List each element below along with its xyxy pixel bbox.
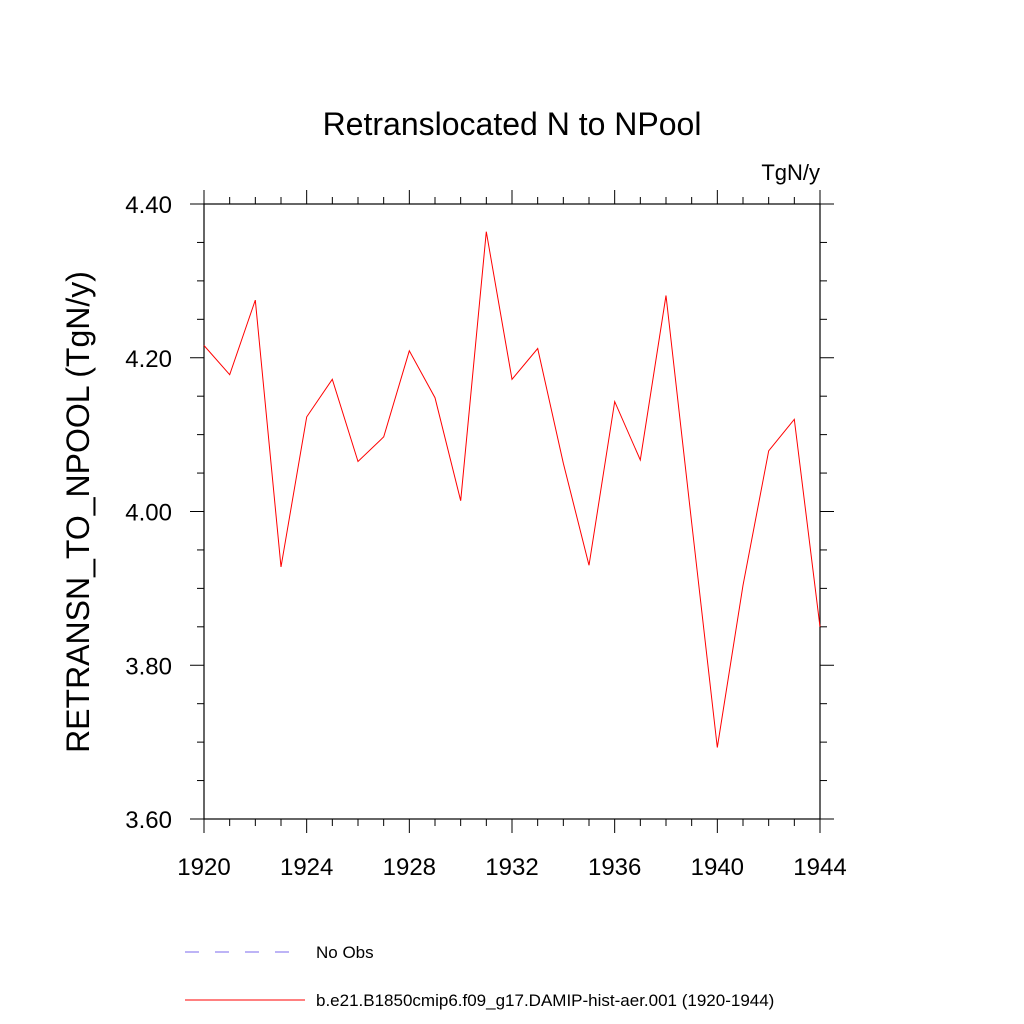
series-line xyxy=(203,231,821,748)
x-tick-label: 1936 xyxy=(588,854,641,881)
units-label: TgN/y xyxy=(761,160,820,185)
y-tick-label: 3.60 xyxy=(125,807,172,834)
plot-frame xyxy=(203,203,821,820)
legend: No Obs b.e21.B1850cmip6.f09_g17.DAMIP-hi… xyxy=(185,943,774,1010)
y-tick-label: 3.80 xyxy=(125,653,172,680)
legend-label-no-obs: No Obs xyxy=(316,943,374,962)
y-tick-label: 4.40 xyxy=(125,192,172,219)
x-tick-label: 1932 xyxy=(485,854,538,881)
y-tick-label: 4.00 xyxy=(125,500,172,527)
ticks-group: 1920 1924 1928 1932 1936 1940 1944 3.60 3.80 4.00… xyxy=(125,190,847,881)
y-axis-label: RETRANSN_TO_NPOOL (TgN/y) xyxy=(60,271,96,753)
y-tick-label: 4.20 xyxy=(125,346,172,373)
axes-group xyxy=(203,203,821,820)
x-tick-label: 1940 xyxy=(691,854,744,881)
x-tick-label: 1920 xyxy=(177,854,230,881)
x-tick-label: 1924 xyxy=(280,854,333,881)
series-group xyxy=(203,231,821,748)
x-tick-label: 1928 xyxy=(383,854,436,881)
x-tick-label: 1944 xyxy=(793,854,846,881)
legend-label-model: b.e21.B1850cmip6.f09_g17.DAMIP-hist-aer.… xyxy=(316,991,774,1010)
chart-title: Retranslocated N to NPool xyxy=(323,106,702,142)
